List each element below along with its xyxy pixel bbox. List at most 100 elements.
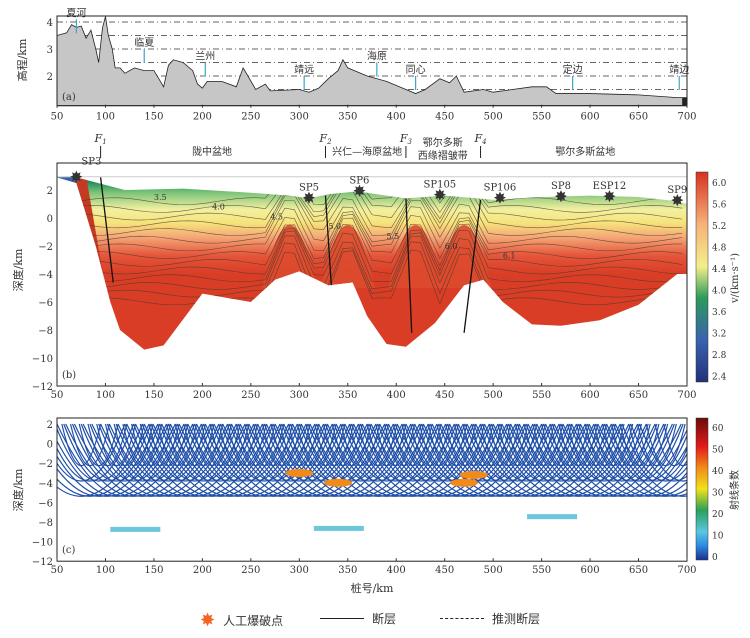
y-tick-label: −4 xyxy=(38,479,53,490)
ray-path xyxy=(385,423,475,482)
ray-path xyxy=(527,423,665,497)
ray-path xyxy=(57,423,150,497)
fault-label: F2 xyxy=(318,132,332,146)
basement-high xyxy=(388,225,443,288)
ray-path xyxy=(501,423,639,497)
ray-path xyxy=(577,423,667,482)
panel-c-x-tick-label: 700 xyxy=(677,565,696,576)
contour-label: 3.5 xyxy=(154,193,167,202)
ray-path xyxy=(150,423,239,482)
ray-hotspot xyxy=(285,469,314,477)
ray-path xyxy=(71,423,161,482)
y-tick-label: −2 xyxy=(38,242,53,253)
y-tick-label: 3 xyxy=(47,45,53,56)
panel-c-x-tick-label: 450 xyxy=(435,565,454,576)
ray-path xyxy=(344,423,482,497)
y-axis-label: 高程/km xyxy=(15,38,29,81)
town-label: 海原 xyxy=(367,50,387,63)
ray-path xyxy=(499,423,588,482)
y-tick-label: 0 xyxy=(47,440,53,451)
contour-line xyxy=(57,177,683,213)
ray-path xyxy=(89,423,178,482)
ray-path xyxy=(117,423,255,497)
contour-label: 5.0 xyxy=(328,222,341,231)
ray-path xyxy=(403,423,492,482)
ray-path xyxy=(394,423,484,482)
legend-inferred: 推测断层 xyxy=(440,610,540,627)
panel-a-x-tick-label: 200 xyxy=(193,112,212,123)
ray-path xyxy=(176,423,265,482)
ray-path xyxy=(57,423,185,497)
shot-point-star: ✸ xyxy=(433,186,446,205)
topography-area xyxy=(56,16,688,107)
y-tick-label: −8 xyxy=(38,518,53,529)
ray-path xyxy=(333,423,422,482)
ray-path xyxy=(202,423,292,482)
colorbar-label: 射线条数 xyxy=(728,470,741,510)
ray-path xyxy=(57,423,126,482)
panel-b-x-tick-label: 50 xyxy=(51,390,64,401)
y-tick-label: 2 xyxy=(47,420,53,431)
town-label: 定边 xyxy=(563,63,583,76)
ray-path xyxy=(324,423,414,482)
ray-path xyxy=(161,423,298,497)
ray-path xyxy=(457,423,595,497)
ray-path xyxy=(621,423,687,482)
x-axis-label: 桩号/km xyxy=(351,581,394,595)
ray-path xyxy=(228,423,318,482)
panel-label: (c) xyxy=(62,545,76,556)
panel-b-x-tick-label: 650 xyxy=(629,390,648,401)
ray-path xyxy=(448,423,586,497)
contour-line xyxy=(57,217,683,267)
contour-label: 4.0 xyxy=(212,203,225,212)
ray-band xyxy=(313,525,364,531)
ray-path xyxy=(606,423,687,497)
ray-path xyxy=(143,423,281,497)
panel-b-x-tick-label: 450 xyxy=(435,390,454,401)
ray-path xyxy=(134,423,272,497)
ray-path xyxy=(422,423,560,497)
ray-path xyxy=(508,423,597,482)
ray-path xyxy=(405,423,543,497)
velocity-colorbar xyxy=(695,171,709,383)
contour-line xyxy=(57,229,683,283)
fault-label: F3 xyxy=(399,132,413,146)
ray-band xyxy=(110,526,161,532)
ray-path xyxy=(126,423,264,497)
fault-subscript: 3 xyxy=(408,138,413,146)
ray-path xyxy=(185,423,274,482)
panel-a-x-tick-label: 250 xyxy=(241,112,260,123)
legend-shot: ✸ 人工爆破点 xyxy=(200,610,283,631)
unit-label: 陇中盆地 xyxy=(192,145,232,158)
panel-b-x-tick-label: 550 xyxy=(532,390,551,401)
ray-path xyxy=(57,423,194,497)
ray-path xyxy=(133,423,222,482)
panel-c-x-tick-label: 500 xyxy=(484,565,503,576)
ray-path xyxy=(654,423,687,467)
ray-path xyxy=(525,423,614,482)
panel-c-x-tick-label: 250 xyxy=(241,565,260,576)
velocity-contours xyxy=(57,177,683,306)
ray-path xyxy=(542,423,632,482)
ray-path xyxy=(291,423,429,497)
ray-path xyxy=(106,423,196,482)
contour-label: 6.1 xyxy=(503,252,516,261)
panel-a-x-tick-label: 450 xyxy=(435,112,454,123)
ray-path xyxy=(516,423,606,482)
y-tick-label: −12 xyxy=(32,557,53,568)
ray-path xyxy=(342,423,431,482)
ray-path xyxy=(595,423,684,482)
panel-c-x-tick-label: 50 xyxy=(51,565,64,576)
town-label: 临夏 xyxy=(134,36,154,49)
panel-c-x-tick-label: 400 xyxy=(387,565,406,576)
ray-path xyxy=(194,423,283,482)
shot-point-star: ✸ xyxy=(554,187,567,206)
colorbar-tick-label: 3.6 xyxy=(712,308,727,318)
y-tick-label: 2 xyxy=(47,186,53,197)
ray-path xyxy=(464,423,553,482)
star-icon: ✸ xyxy=(200,610,216,631)
colorbar-tick-label: 6.0 xyxy=(712,179,727,189)
shot-point-label: SP6 xyxy=(349,175,369,186)
ray-path xyxy=(536,423,674,497)
